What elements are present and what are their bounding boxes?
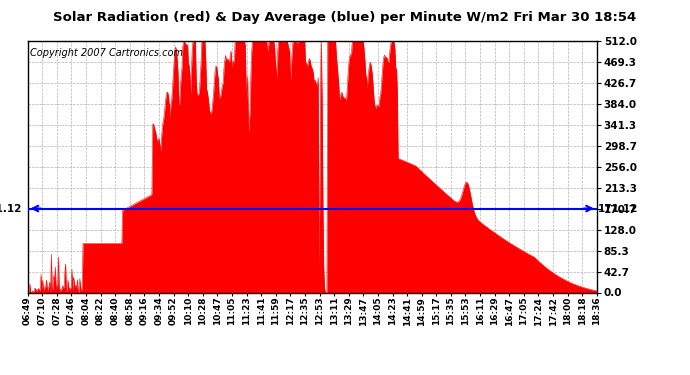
Text: 171.12: 171.12 [598, 204, 638, 213]
Text: Copyright 2007 Cartronics.com: Copyright 2007 Cartronics.com [30, 48, 184, 57]
Text: 171.12: 171.12 [0, 204, 22, 213]
Text: Solar Radiation (red) & Day Average (blue) per Minute W/m2 Fri Mar 30 18:54: Solar Radiation (red) & Day Average (blu… [53, 11, 637, 24]
